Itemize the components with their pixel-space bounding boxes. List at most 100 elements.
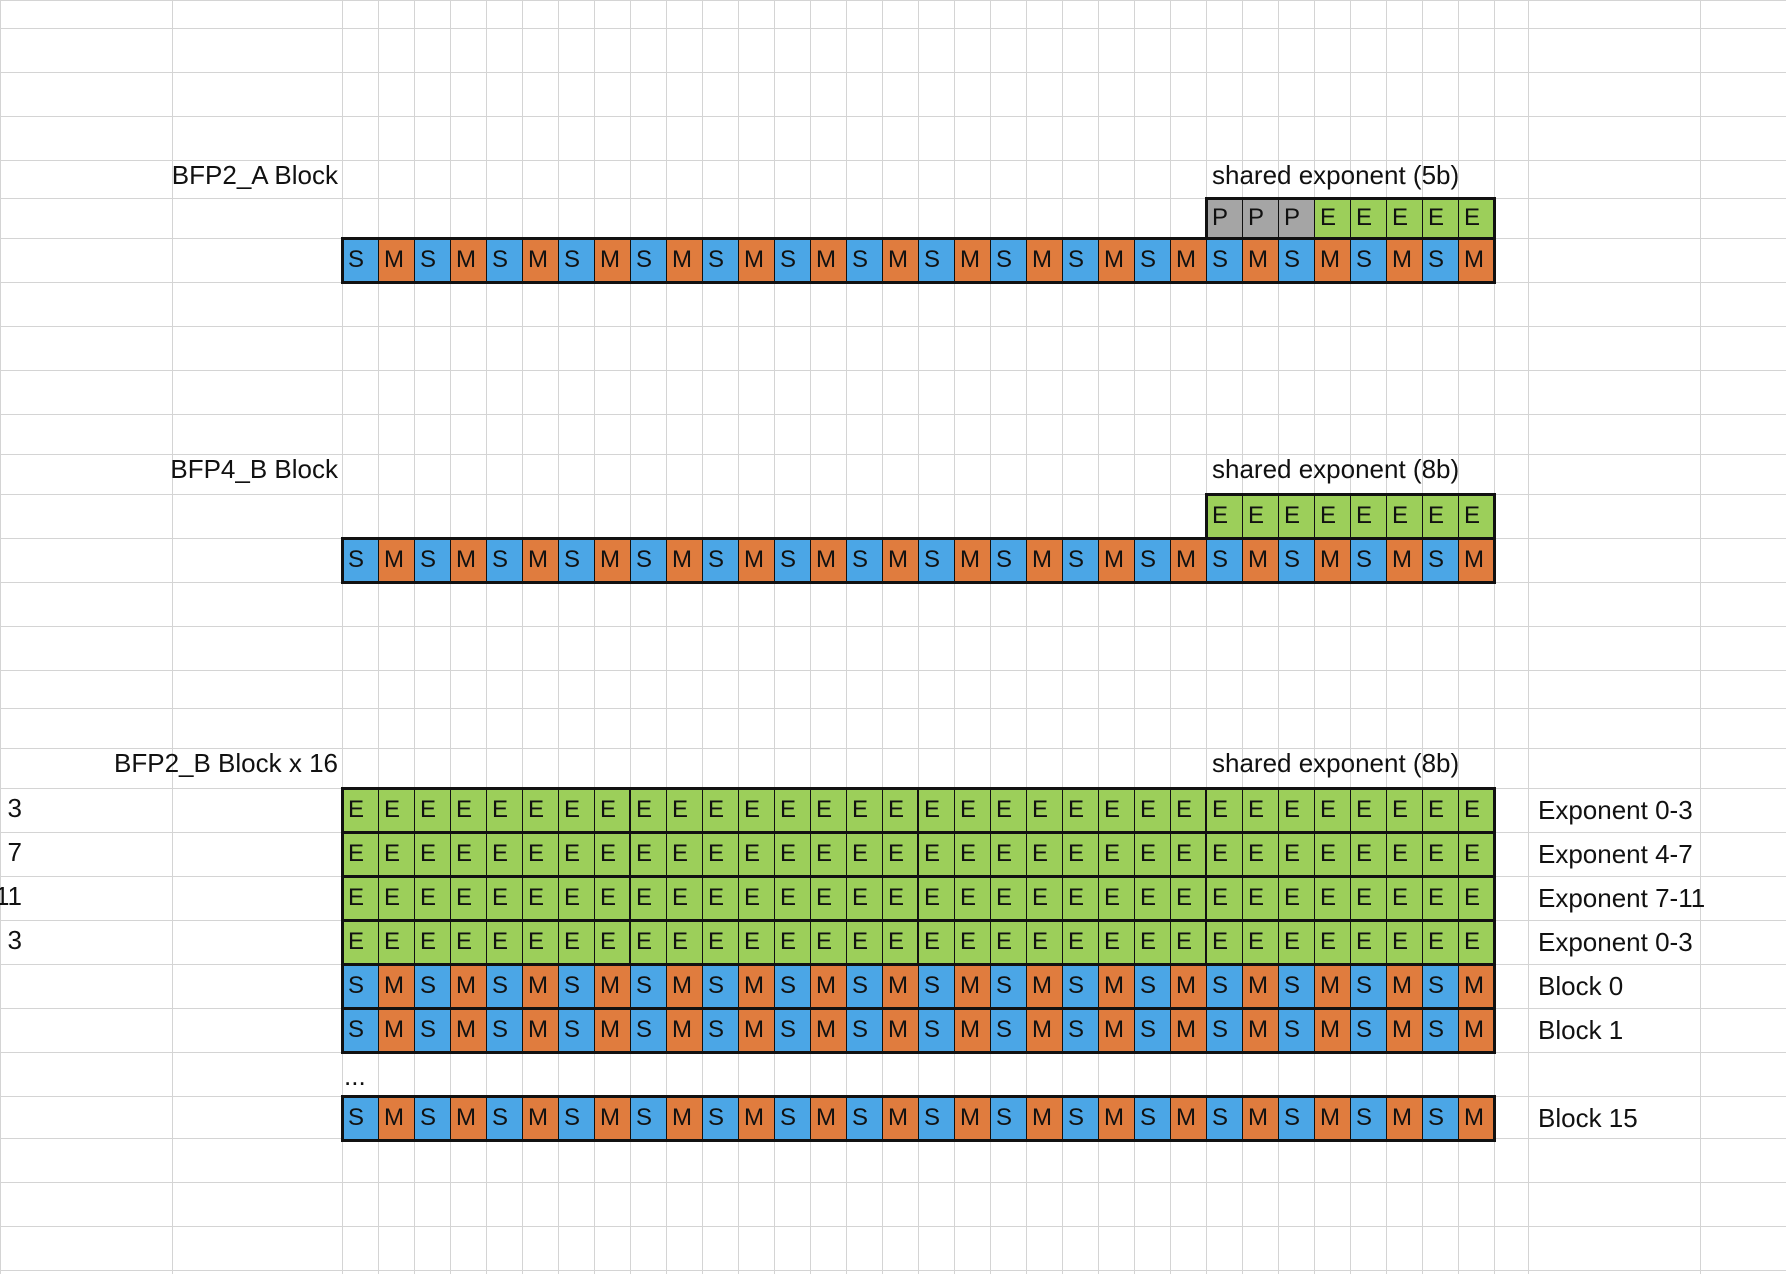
sign-bit-cell: S xyxy=(1062,1096,1098,1140)
gridline-vertical xyxy=(738,0,739,1274)
mantissa-bit-cell: M xyxy=(954,964,990,1008)
sign-bit-cell: S xyxy=(1278,1096,1314,1140)
sign-bit-cell: S xyxy=(846,1096,882,1140)
mantissa-bit-cell: M xyxy=(378,538,414,582)
exponent-bit-cell: E xyxy=(1026,788,1062,832)
exponent-bit-cell: E xyxy=(1458,876,1494,920)
sign-bit-cell: S xyxy=(1422,238,1458,282)
sign-bit-cell: S xyxy=(1206,1096,1242,1140)
gridline-horizontal xyxy=(0,494,1786,495)
sign-bit-cell: S xyxy=(558,538,594,582)
gridline-vertical xyxy=(1528,0,1529,1274)
mantissa-bit-cell: M xyxy=(1170,238,1206,282)
gridline-vertical xyxy=(954,0,955,1274)
mantissa-bit-cell: M xyxy=(522,1096,558,1140)
gridline-vertical xyxy=(594,0,595,1274)
exponent-bit-cell: E xyxy=(1422,876,1458,920)
exponent-bit-cell: E xyxy=(1422,832,1458,876)
sign-bit-cell: S xyxy=(918,538,954,582)
gridline-horizontal xyxy=(0,670,1786,671)
exponent-bit-cell: E xyxy=(918,876,954,920)
exponent-bit-cell: E xyxy=(522,788,558,832)
exponent-bit-cell: E xyxy=(594,876,630,920)
exponent-bit-cell: E xyxy=(1422,788,1458,832)
exponent-bit-cell: E xyxy=(1242,832,1278,876)
exponent-bit-cell: E xyxy=(486,788,522,832)
sign-bit-cell: S xyxy=(1350,1096,1386,1140)
sign-bit-cell: S xyxy=(1350,238,1386,282)
gridline-horizontal xyxy=(0,116,1786,117)
block-row-label: Block 15 xyxy=(1538,1103,1638,1133)
exponent-bit-cell: E xyxy=(1026,832,1062,876)
exponent-bit-cell: E xyxy=(1314,920,1350,964)
gridline-horizontal xyxy=(0,370,1786,371)
exponent-bit-cell: E xyxy=(810,876,846,920)
padding-bit-cell: P xyxy=(1278,198,1314,238)
sign-bit-cell: S xyxy=(774,1008,810,1052)
sign-bit-cell: S xyxy=(1062,1008,1098,1052)
sign-bit-cell: S xyxy=(1350,538,1386,582)
sign-bit-cell: S xyxy=(1422,538,1458,582)
gridline-horizontal xyxy=(0,1052,1786,1053)
mantissa-bit-cell: M xyxy=(1098,1008,1134,1052)
gridline-horizontal xyxy=(0,160,1786,161)
exponent-bit-cell: E xyxy=(666,788,702,832)
mantissa-bit-cell: M xyxy=(1386,1008,1422,1052)
exponent-bit-cell: E xyxy=(414,920,450,964)
mantissa-bit-cell: M xyxy=(738,964,774,1008)
sign-bit-cell: S xyxy=(918,964,954,1008)
sign-bit-cell: S xyxy=(1206,538,1242,582)
mantissa-bit-cell: M xyxy=(378,964,414,1008)
sign-bit-cell: S xyxy=(774,538,810,582)
exponent-bit-cell: E xyxy=(702,876,738,920)
exponent-bit-cell: E xyxy=(630,920,666,964)
exponent-bit-cell: E xyxy=(522,920,558,964)
mantissa-bit-cell: M xyxy=(450,964,486,1008)
mantissa-bit-cell: M xyxy=(810,964,846,1008)
exponent-bit-cell: E xyxy=(378,832,414,876)
mantissa-bit-cell: M xyxy=(882,1096,918,1140)
exponent-bit-cell: E xyxy=(1314,494,1350,538)
exponent-bit-cell: E xyxy=(810,832,846,876)
mantissa-bit-cell: M xyxy=(1458,1096,1494,1140)
gridline-vertical xyxy=(522,0,523,1274)
gridline-horizontal xyxy=(0,748,1786,749)
exponent-bit-cell: E xyxy=(1458,198,1494,238)
gridline-horizontal xyxy=(0,626,1786,627)
exponent-bit-cell: E xyxy=(1062,832,1098,876)
exponent-bit-cell: E xyxy=(1422,198,1458,238)
gridline-vertical xyxy=(0,0,1,1274)
exponent-bit-cell: E xyxy=(954,876,990,920)
mantissa-bit-cell: M xyxy=(1458,538,1494,582)
gridline-vertical xyxy=(1206,0,1207,1274)
exponent-bit-cell: E xyxy=(1206,832,1242,876)
mantissa-bit-cell: M xyxy=(954,238,990,282)
exponent-bit-cell: E xyxy=(558,876,594,920)
exponent-bit-cell: E xyxy=(1098,832,1134,876)
mantissa-bit-cell: M xyxy=(1170,964,1206,1008)
gridline-vertical xyxy=(918,0,919,1274)
exponent-bit-cell: E xyxy=(486,920,522,964)
exponent-bit-cell: E xyxy=(1206,920,1242,964)
mantissa-bit-cell: M xyxy=(1242,964,1278,1008)
exponent-bit-cell: E xyxy=(810,920,846,964)
exponent-bit-cell: E xyxy=(846,876,882,920)
gridline-horizontal xyxy=(0,72,1786,73)
gridline-horizontal xyxy=(0,414,1786,415)
mantissa-bit-cell: M xyxy=(1458,964,1494,1008)
bfp2-a-title: BFP2_A Block xyxy=(171,160,338,190)
sign-bit-cell: S xyxy=(918,1096,954,1140)
sign-bit-cell: S xyxy=(990,964,1026,1008)
mantissa-bit-cell: M xyxy=(810,538,846,582)
gridline-vertical xyxy=(774,0,775,1274)
exponent-bit-cell: E xyxy=(1314,832,1350,876)
exponent-bit-cell: E xyxy=(1206,876,1242,920)
exponent-bit-cell: E xyxy=(450,876,486,920)
exponent-bit-cell: E xyxy=(342,832,378,876)
exponent-bit-cell: E xyxy=(1242,876,1278,920)
exponent-bit-cell: E xyxy=(1314,876,1350,920)
exponent-bit-cell: E xyxy=(1458,494,1494,538)
mantissa-bit-cell: M xyxy=(1026,964,1062,1008)
sign-bit-cell: S xyxy=(918,238,954,282)
exponent-bit-cell: E xyxy=(1170,832,1206,876)
